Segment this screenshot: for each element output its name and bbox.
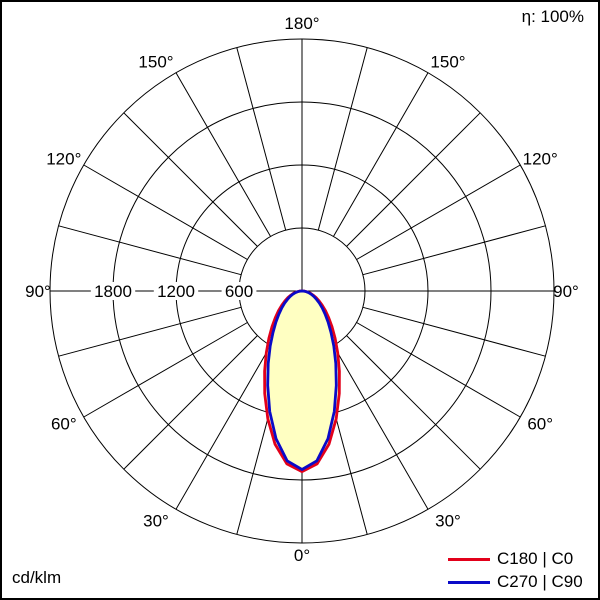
blue-curve-swatch	[448, 580, 490, 584]
angle-label: 60°	[527, 415, 553, 434]
angle-label: 30°	[435, 512, 461, 531]
grid-spoke	[123, 335, 258, 470]
grid-spoke	[175, 345, 271, 510]
grid-spoke	[362, 225, 546, 276]
legend-label-c0: C180 | C0	[497, 549, 574, 568]
tick-label-mask	[221, 282, 257, 300]
intensity-curve-c90-c270	[266, 289, 338, 471]
grid-spoke	[83, 164, 248, 260]
grid-spoke	[58, 225, 242, 276]
grid-spoke	[346, 335, 481, 470]
grid-spoke	[58, 306, 242, 357]
legend: C180 | C0 C270 | C90	[448, 550, 583, 591]
tick-label-mask	[153, 282, 199, 300]
grid-spoke	[346, 112, 481, 247]
angle-label: 180°	[284, 14, 319, 33]
angle-label: 150°	[430, 53, 465, 72]
unit-label: cd/klm	[12, 568, 62, 587]
grid-spoke	[333, 345, 429, 510]
grid-spoke	[236, 47, 287, 231]
grid-spoke	[356, 322, 521, 418]
legend-label-c90: C270 | C90	[497, 572, 583, 591]
angle-label: 60°	[51, 415, 77, 434]
angle-label: 150°	[138, 53, 173, 72]
grid-spoke	[356, 164, 521, 260]
angle-label: 0°	[294, 546, 310, 565]
legend-item-c90: C270 | C90	[448, 573, 583, 591]
grid-spoke	[175, 72, 271, 237]
angle-label: 90°	[553, 282, 579, 301]
radial-tick-label: 600	[225, 282, 253, 301]
grid-spoke	[317, 47, 368, 231]
angle-label: 120°	[523, 150, 558, 169]
grid-spoke	[362, 306, 546, 357]
grid-spoke	[123, 112, 258, 247]
angle-label: 90°	[25, 282, 51, 301]
red-curve-swatch	[448, 557, 490, 561]
grid-spoke	[83, 322, 248, 418]
efficiency-label: η: 100%	[521, 7, 584, 26]
radial-tick-label: 1200	[157, 282, 195, 301]
tick-label-mask	[90, 282, 136, 300]
radial-tick-label: 1800	[94, 282, 132, 301]
intensity-curve-c0-c180	[263, 289, 341, 473]
angle-label: 30°	[143, 512, 169, 531]
grid-spoke	[333, 72, 429, 237]
legend-item-c0: C180 | C0	[448, 550, 583, 568]
angle-label: 120°	[46, 150, 81, 169]
